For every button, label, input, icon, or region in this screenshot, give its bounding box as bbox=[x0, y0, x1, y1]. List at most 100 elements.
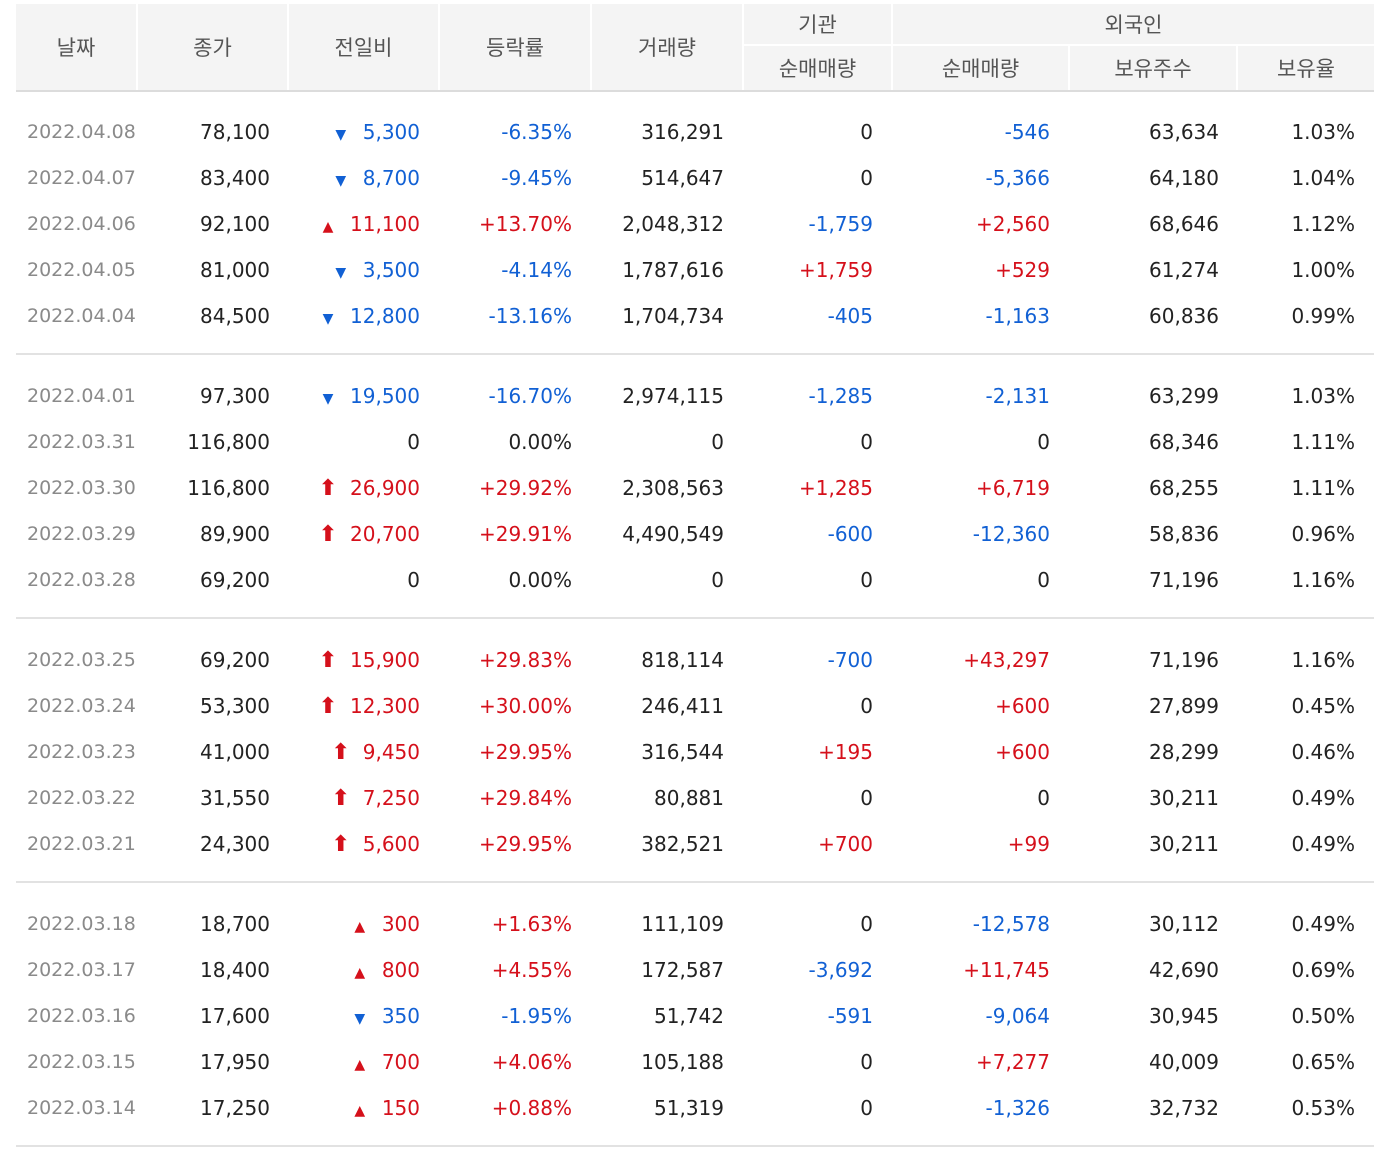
change-value: 12,800 bbox=[350, 304, 420, 328]
rate-cell: +29.95% bbox=[478, 740, 572, 764]
foreign-holding-cell: 63,634 bbox=[1149, 120, 1219, 144]
rate-cell: -9.45% bbox=[501, 166, 572, 190]
volume-cell: 111,109 bbox=[641, 912, 724, 936]
volume-cell: 80,881 bbox=[654, 786, 724, 810]
date-cell: 2022.03.17 bbox=[27, 959, 136, 981]
volume-cell: 2,974,115 bbox=[622, 384, 724, 408]
change-cell: ▲ 300 bbox=[350, 901, 420, 947]
change-value: 9,450 bbox=[362, 740, 420, 764]
foreign-ratio-cell: 1.04% bbox=[1291, 166, 1355, 190]
close-cell: 84,500 bbox=[200, 304, 270, 328]
header-foreign-net: 순매매량 bbox=[893, 46, 1068, 90]
change-value: 12,300 bbox=[350, 694, 420, 718]
institution-net-cell: 0 bbox=[860, 430, 873, 454]
foreign-ratio-cell: 1.03% bbox=[1291, 384, 1355, 408]
rate-cell: +4.06% bbox=[491, 1050, 572, 1074]
close-cell: 41,000 bbox=[200, 740, 270, 764]
date-cell: 2022.03.18 bbox=[27, 913, 136, 935]
foreign-holding-cell: 30,112 bbox=[1149, 912, 1219, 936]
volume-cell: 382,521 bbox=[641, 832, 724, 856]
foreign-ratio-cell: 1.12% bbox=[1291, 212, 1355, 236]
institution-net-cell: 0 bbox=[860, 694, 873, 718]
change-cell: ⬆ 5,600 bbox=[331, 821, 420, 867]
foreign-net-cell: +11,745 bbox=[963, 958, 1050, 982]
limit-up-arrow-icon: ⬆ bbox=[331, 786, 350, 811]
foreign-ratio-cell: 0.50% bbox=[1291, 1004, 1355, 1028]
group-divider bbox=[16, 353, 1374, 355]
institution-net-cell: -3,692 bbox=[808, 958, 873, 982]
date-cell: 2022.04.05 bbox=[27, 259, 136, 281]
foreign-net-cell: +6,719 bbox=[975, 476, 1050, 500]
change-value: 150 bbox=[381, 1096, 420, 1120]
date-cell: 2022.03.14 bbox=[27, 1097, 136, 1119]
institution-net-cell: +195 bbox=[818, 740, 873, 764]
table-row: 2022.03.31 116,800 0 0.00% 0 0 0 68,346 1.11% bbox=[0, 419, 1390, 465]
rate-cell: +13.70% bbox=[478, 212, 572, 236]
limit-up-arrow-icon: ⬆ bbox=[318, 522, 338, 547]
date-cell: 2022.03.15 bbox=[27, 1051, 136, 1073]
table-row: 2022.03.29 89,900 ⬆ 20,700 +29.91% 4,490,549 -… bbox=[0, 511, 1390, 557]
header-institution: 기관 bbox=[744, 4, 891, 44]
table-row: 2022.03.16 17,600 ▼ 350 -1.95% 51,742 -591 -9,0… bbox=[0, 993, 1390, 1039]
group-divider bbox=[16, 617, 1374, 619]
foreign-ratio-cell: 0.99% bbox=[1291, 304, 1355, 328]
header-volume: 거래량 bbox=[592, 4, 742, 90]
foreign-ratio-cell: 1.11% bbox=[1291, 476, 1355, 500]
change-value: 20,700 bbox=[350, 522, 420, 546]
change-value: 8,700 bbox=[362, 166, 420, 190]
volume-cell: 818,114 bbox=[641, 648, 724, 672]
down-triangle-icon: ▼ bbox=[335, 173, 347, 189]
rate-cell: +29.95% bbox=[478, 832, 572, 856]
foreign-holding-cell: 64,180 bbox=[1149, 166, 1219, 190]
date-cell: 2022.03.25 bbox=[27, 649, 136, 671]
rate-cell: -6.35% bbox=[501, 120, 572, 144]
table-row: 2022.03.24 53,300 ⬆ 12,300 +30.00% 246,411 0 +6… bbox=[0, 683, 1390, 729]
change-value: 300 bbox=[381, 912, 420, 936]
date-cell: 2022.03.31 bbox=[27, 431, 136, 453]
close-cell: 92,100 bbox=[200, 212, 270, 236]
header-close: 종가 bbox=[138, 4, 287, 90]
close-cell: 69,200 bbox=[200, 648, 270, 672]
change-value: 0 bbox=[407, 568, 420, 592]
table-row: 2022.03.18 18,700 ▲ 300 +1.63% 111,109 0 -12,57… bbox=[0, 901, 1390, 947]
volume-cell: 0 bbox=[711, 430, 724, 454]
header-change: 전일비 bbox=[289, 4, 438, 90]
institution-net-cell: 0 bbox=[860, 166, 873, 190]
foreign-ratio-cell: 1.00% bbox=[1291, 258, 1355, 282]
foreign-holding-cell: 60,836 bbox=[1149, 304, 1219, 328]
foreign-ratio-cell: 1.16% bbox=[1291, 648, 1355, 672]
group-divider bbox=[16, 881, 1374, 883]
foreign-holding-cell: 42,690 bbox=[1149, 958, 1219, 982]
foreign-net-cell: +2,560 bbox=[975, 212, 1050, 236]
foreign-ratio-cell: 0.53% bbox=[1291, 1096, 1355, 1120]
up-triangle-icon: ▲ bbox=[354, 1103, 366, 1119]
header-foreign-ratio: 보유율 bbox=[1238, 46, 1374, 90]
header-divider bbox=[16, 90, 1374, 92]
date-cell: 2022.04.08 bbox=[27, 121, 136, 143]
table-row: 2022.03.25 69,200 ⬆ 15,900 +29.83% 818,114 -70… bbox=[0, 637, 1390, 683]
group-divider bbox=[16, 1145, 1374, 1147]
foreign-holding-cell: 68,255 bbox=[1149, 476, 1219, 500]
rate-cell: +29.84% bbox=[478, 786, 572, 810]
table-row: 2022.04.07 83,400 ▼ 8,700 -9.45% 514,647 0 -5,3… bbox=[0, 155, 1390, 201]
change-value: 700 bbox=[381, 1050, 420, 1074]
foreign-holding-cell: 32,732 bbox=[1149, 1096, 1219, 1120]
volume-cell: 4,490,549 bbox=[622, 522, 724, 546]
volume-cell: 51,742 bbox=[654, 1004, 724, 1028]
change-cell: ▼ 12,800 bbox=[318, 293, 420, 339]
volume-cell: 1,787,616 bbox=[622, 258, 724, 282]
change-cell: 0 bbox=[407, 419, 420, 465]
change-cell: ▼ 8,700 bbox=[331, 155, 420, 201]
rate-cell: -1.95% bbox=[501, 1004, 572, 1028]
table-row: 2022.03.28 69,200 0 0.00% 0 0 0 71,196 1.16% bbox=[0, 557, 1390, 603]
volume-cell: 51,319 bbox=[654, 1096, 724, 1120]
rate-cell: -4.14% bbox=[501, 258, 572, 282]
foreign-ratio-cell: 0.49% bbox=[1291, 832, 1355, 856]
table-row: 2022.03.17 18,400 ▲ 800 +4.55% 172,587 -3,692 +… bbox=[0, 947, 1390, 993]
rate-cell: -16.70% bbox=[488, 384, 572, 408]
change-cell: ▲ 700 bbox=[350, 1039, 420, 1085]
change-value: 350 bbox=[381, 1004, 420, 1028]
date-cell: 2022.03.29 bbox=[27, 523, 136, 545]
foreign-net-cell: 0 bbox=[1037, 568, 1050, 592]
volume-cell: 0 bbox=[711, 568, 724, 592]
